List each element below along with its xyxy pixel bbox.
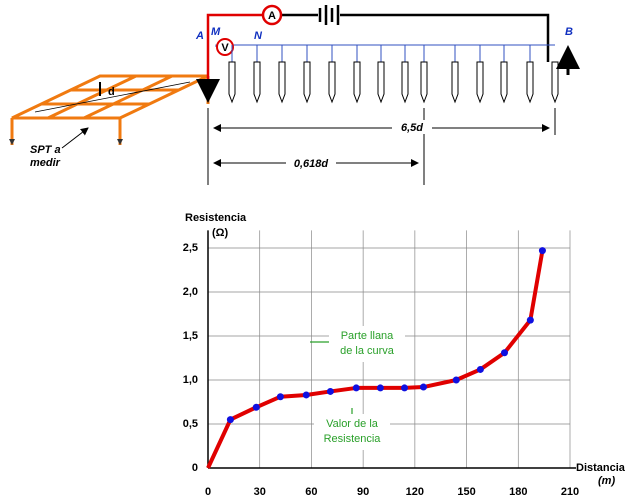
point	[476, 365, 484, 373]
b-label: B	[565, 26, 573, 38]
spt-label: SPT a	[30, 144, 61, 156]
label-bg	[286, 156, 336, 170]
point	[276, 393, 284, 401]
x-tick-label: 210	[561, 486, 579, 498]
x-tick-label: 0	[205, 486, 211, 498]
annotation-bg	[329, 326, 405, 362]
electrode	[253, 61, 261, 104]
electrode	[278, 61, 286, 104]
point	[352, 384, 360, 392]
grid-rod-tip	[9, 139, 123, 145]
dimension-label: 0,618d	[294, 158, 329, 170]
x-tick-label: 150	[457, 486, 475, 498]
voltmeter	[216, 38, 234, 56]
m-label: M	[211, 26, 221, 38]
electrode	[500, 61, 508, 104]
point	[526, 316, 534, 324]
point	[452, 376, 460, 384]
y-tick-label: 1,5	[183, 330, 198, 342]
electrode	[451, 61, 459, 104]
point	[252, 403, 260, 411]
electrode	[476, 61, 484, 104]
annotation: Valor de la	[326, 418, 379, 430]
electrodes	[228, 45, 559, 104]
point	[401, 384, 409, 392]
y-axis-label: (Ω)	[212, 227, 228, 239]
x-tick-label: 120	[406, 486, 424, 498]
battery	[318, 5, 340, 25]
x-axis-label: Distancia	[576, 462, 626, 474]
electrode	[328, 61, 336, 104]
d-label: d	[108, 86, 115, 98]
red-wire	[206, 13, 262, 100]
electrode	[228, 61, 236, 104]
x-tick-label: 60	[305, 486, 317, 498]
annotation-bg	[314, 414, 390, 450]
point	[376, 384, 384, 392]
label-bg	[392, 120, 432, 134]
dimension-label: 6,5d	[401, 122, 423, 134]
y-axis-label: Resistencia	[185, 212, 247, 224]
point	[500, 349, 508, 357]
point	[226, 416, 234, 424]
annotation: de la curva	[340, 345, 395, 357]
x-tick-label: 30	[254, 486, 266, 498]
y-tick-label: 2,0	[183, 286, 198, 298]
dimensions	[207, 108, 556, 185]
electrode	[420, 61, 428, 104]
spt-arrow	[61, 127, 89, 149]
ammeter	[261, 4, 283, 26]
n-label: N	[254, 30, 263, 42]
spt-label: medir	[30, 157, 61, 169]
diagonal	[34, 81, 191, 113]
voltmeter-label: V	[221, 42, 229, 54]
ammeter-label: A	[268, 10, 276, 22]
point	[419, 383, 427, 391]
x-tick-label: 90	[357, 486, 369, 498]
annotation: Resistencia	[324, 433, 382, 445]
electrode	[353, 61, 361, 104]
point	[326, 387, 334, 395]
electrode	[303, 61, 311, 104]
x-tick-label: 180	[509, 486, 527, 498]
annotation: Parte llana	[341, 330, 394, 342]
y-tick-label: 2,5	[183, 242, 198, 254]
electrode	[526, 61, 534, 104]
plot: 0 0,5 1,0 1,5 2,0 2,5 0 30 60 90 120 150 180 210 Parte…	[183, 230, 579, 498]
potential-wire	[215, 44, 555, 47]
point	[302, 391, 310, 399]
a-label: A	[195, 30, 204, 42]
electrode	[377, 61, 385, 104]
electrode	[401, 61, 409, 104]
point	[538, 247, 546, 255]
electrode	[551, 61, 559, 104]
y-tick-label: 0,5	[183, 418, 198, 430]
y-tick-label: 1,0	[183, 374, 198, 386]
x-axis-label: (m)	[598, 475, 615, 487]
y-tick-label: 0	[192, 462, 198, 474]
black-wire	[282, 13, 550, 62]
